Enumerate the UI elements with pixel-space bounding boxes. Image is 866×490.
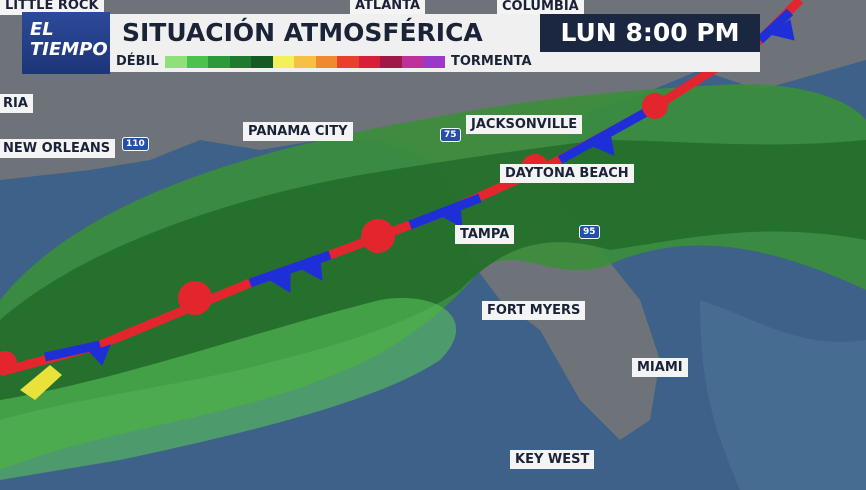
city-label: LITTLE ROCK [0,0,104,15]
city-label: ATLANTA [350,0,426,15]
highway-shield: 110 [122,137,149,151]
city-label: TAMPA [455,225,515,244]
city-label: FORT MYERS [482,301,586,320]
legend: DÉBIL TORMENTA [110,52,760,72]
city-label: DAYTONA BEACH [500,164,634,183]
highway-shield: 75 [440,128,461,142]
highway-shield: 95 [579,225,600,239]
city-label: RIA [0,94,33,113]
time-box: LUN 8:00 PM [540,14,760,52]
legend-high: TORMENTA [451,54,532,69]
front-cold [44,8,795,366]
rain-heavy [20,365,62,400]
city-label: PANAMA CITY [243,122,353,141]
logo: EL TIEMPO [22,12,110,74]
city-label: NEW ORLEANS [0,139,116,158]
rain-light [0,298,457,480]
time: 8:00 PM [625,18,740,47]
city-label: JACKSONVILLE [466,115,583,134]
islands [700,300,866,490]
title: SITUACIÓN ATMOSFÉRICA [110,14,540,52]
city-label: MIAMI [632,358,688,377]
legend-low: DÉBIL [116,54,159,69]
logo-line: EL [30,19,54,40]
city-label: KEY WEST [510,450,595,469]
logo-line: TIEMPO [30,39,108,60]
city-label: COLUMBIA [497,0,584,16]
legend-scale [165,56,445,68]
day: LUN [560,18,617,47]
land [0,0,866,440]
